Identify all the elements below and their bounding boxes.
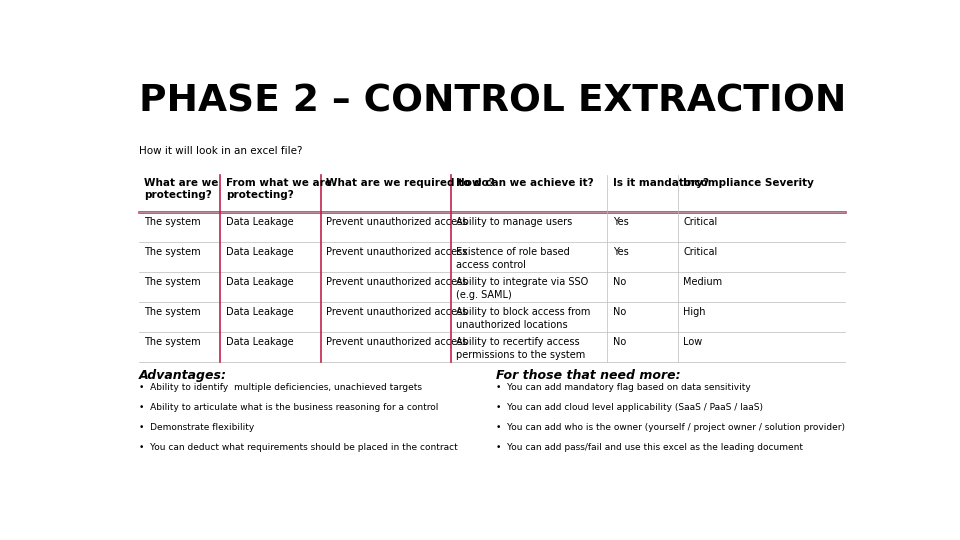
Text: Yes: Yes xyxy=(612,218,628,227)
Text: Data Leakage: Data Leakage xyxy=(226,218,293,227)
Text: Advantages:: Advantages: xyxy=(138,369,227,382)
Text: •  You can add who is the owner (yourself / project owner / solution provider): • You can add who is the owner (yourself… xyxy=(495,423,845,432)
Text: High: High xyxy=(684,307,706,317)
Text: How it will look in an excel file?: How it will look in an excel file? xyxy=(138,146,302,156)
Text: Low: Low xyxy=(684,337,703,347)
Text: Yes: Yes xyxy=(612,247,628,258)
Text: How can we achieve it?: How can we achieve it? xyxy=(456,178,594,188)
Text: No: No xyxy=(612,307,626,317)
Text: •  Ability to articulate what is the business reasoning for a control: • Ability to articulate what is the busi… xyxy=(138,403,438,412)
Text: Incompliance Severity: Incompliance Severity xyxy=(684,178,814,188)
Text: PHASE 2 – CONTROL EXTRACTION: PHASE 2 – CONTROL EXTRACTION xyxy=(138,84,846,119)
Text: The system: The system xyxy=(144,247,201,258)
Text: Prevent unauthorized access: Prevent unauthorized access xyxy=(326,218,468,227)
Text: Ability to integrate via SSO
(e.g. SAML): Ability to integrate via SSO (e.g. SAML) xyxy=(456,277,588,300)
Text: What are we
protecting?: What are we protecting? xyxy=(144,178,218,200)
Text: Prevent unauthorized access: Prevent unauthorized access xyxy=(326,337,468,347)
Text: •  You can add mandatory flag based on data sensitivity: • You can add mandatory flag based on da… xyxy=(495,383,751,392)
Text: No: No xyxy=(612,277,626,287)
Text: Existence of role based
access control: Existence of role based access control xyxy=(456,247,570,270)
Text: The system: The system xyxy=(144,218,201,227)
Text: •  You can add pass/fail and use this excel as the leading document: • You can add pass/fail and use this exc… xyxy=(495,443,803,452)
Text: Data Leakage: Data Leakage xyxy=(226,337,293,347)
Text: Ability to manage users: Ability to manage users xyxy=(456,218,572,227)
Text: Prevent unauthorized access: Prevent unauthorized access xyxy=(326,247,468,258)
Text: The system: The system xyxy=(144,277,201,287)
Text: Data Leakage: Data Leakage xyxy=(226,307,293,317)
Text: From what we are
protecting?: From what we are protecting? xyxy=(226,178,331,200)
Text: The system: The system xyxy=(144,307,201,317)
Text: Prevent unauthorized access: Prevent unauthorized access xyxy=(326,277,468,287)
Text: Critical: Critical xyxy=(684,247,717,258)
Text: Critical: Critical xyxy=(684,218,717,227)
Text: •  You can deduct what requirements should be placed in the contract: • You can deduct what requirements shoul… xyxy=(138,443,457,452)
Text: Ability to block access from
unauthorized locations: Ability to block access from unauthorize… xyxy=(456,307,590,329)
Text: Medium: Medium xyxy=(684,277,722,287)
Text: Is it mandatory?: Is it mandatory? xyxy=(612,178,708,188)
Text: •  Demonstrate flexibility: • Demonstrate flexibility xyxy=(138,423,253,432)
Text: •  You can add cloud level applicability (SaaS / PaaS / IaaS): • You can add cloud level applicability … xyxy=(495,403,762,412)
Text: Data Leakage: Data Leakage xyxy=(226,247,293,258)
Text: •  Ability to identify  multiple deficiencies, unachieved targets: • Ability to identify multiple deficienc… xyxy=(138,383,421,392)
Text: Ability to recertify access
permissions to the system: Ability to recertify access permissions … xyxy=(456,337,586,360)
Text: Data Leakage: Data Leakage xyxy=(226,277,293,287)
Text: For those that need more:: For those that need more: xyxy=(495,369,681,382)
Text: No: No xyxy=(612,337,626,347)
Text: Prevent unauthorized access: Prevent unauthorized access xyxy=(326,307,468,317)
Text: The system: The system xyxy=(144,337,201,347)
Text: What are we required to do?: What are we required to do? xyxy=(326,178,494,188)
